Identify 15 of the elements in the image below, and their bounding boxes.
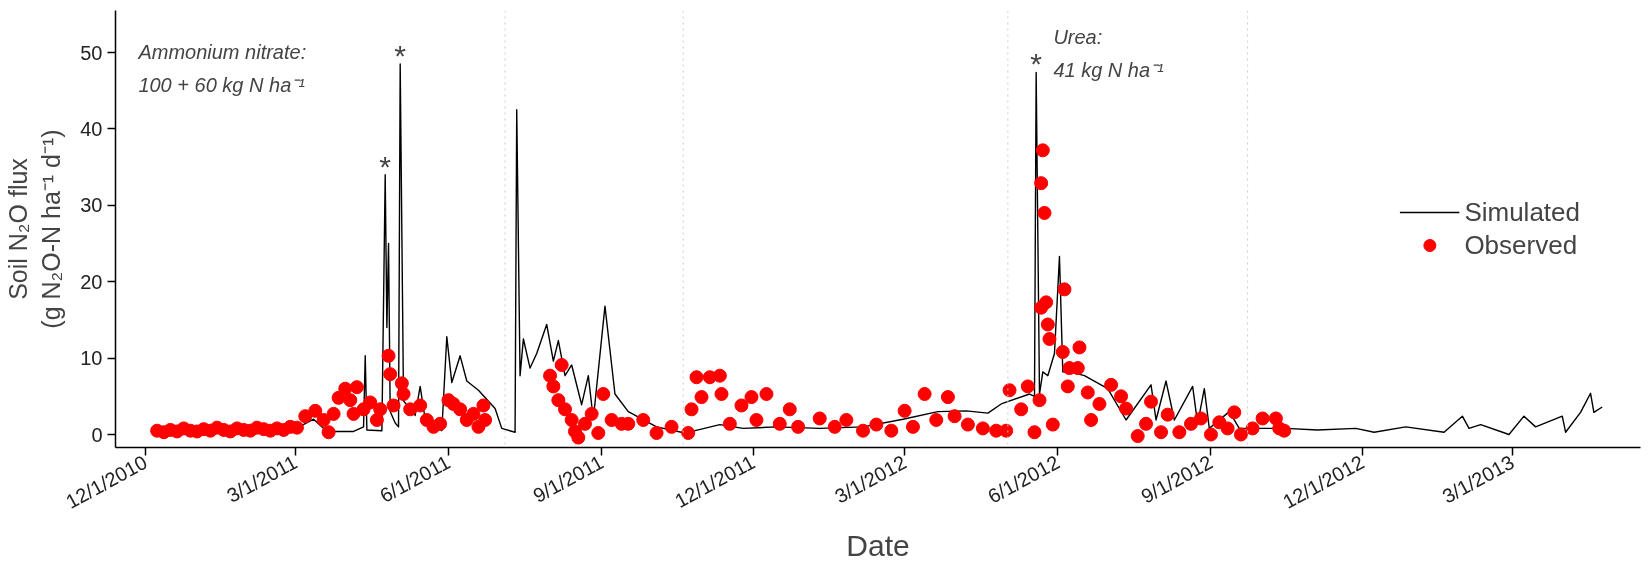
annotation: Urea: 41 kg N ha⁻¹: [1053, 25, 1165, 81]
y-tick-label: 30: [80, 194, 103, 217]
annotation: *: [379, 149, 392, 183]
y-tick-label: 10: [80, 347, 103, 370]
y-tick-label: 50: [80, 41, 103, 64]
y-axis-title: Soil N₂O flux (g N₂O-N ha⁻¹ d⁻¹): [3, 129, 66, 329]
annotation: *: [1030, 47, 1043, 81]
y-tick-label: 20: [80, 270, 103, 293]
y-tick-label: 40: [80, 117, 103, 140]
y-tick-label: 0: [91, 423, 103, 446]
legend-label: Observed: [1464, 229, 1578, 261]
legend-label: Simulated: [1464, 196, 1580, 228]
x-axis-title: Date: [846, 529, 910, 563]
annotation: *: [394, 38, 407, 72]
annotation: Ammonium nitrate: 100 + 60 kg N ha⁻¹: [137, 41, 307, 97]
